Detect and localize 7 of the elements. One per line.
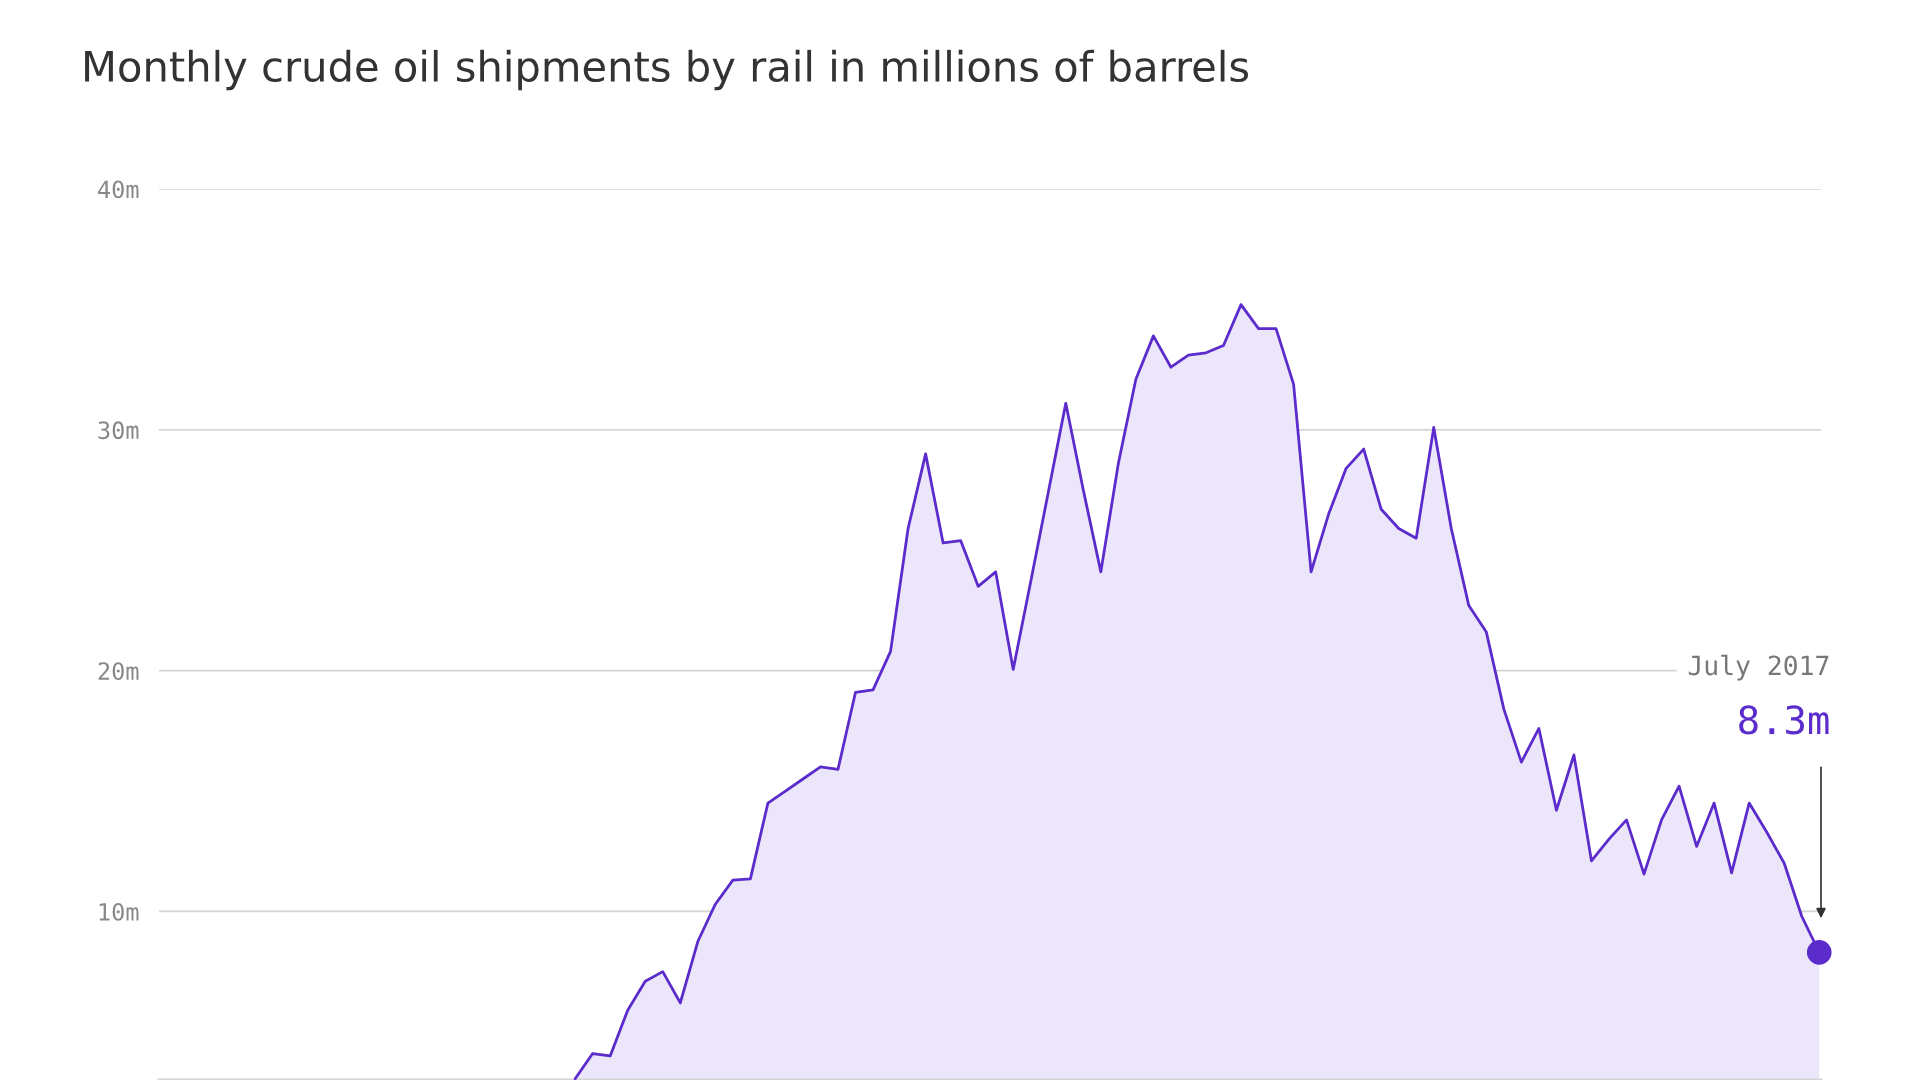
y-tick-label: 10m (99, 902, 139, 921)
annotation: 8.3m (1739, 705, 1829, 735)
y-tick-label: 20m (98, 662, 139, 680)
y-tick-label: 30m (98, 421, 139, 440)
chart-title: Monthly crude oil shipments by rail in millions of barrels (85, 49, 1249, 91)
y-tick-label: 40m (98, 180, 139, 199)
annotation: July 2017 (1688, 654, 1829, 681)
